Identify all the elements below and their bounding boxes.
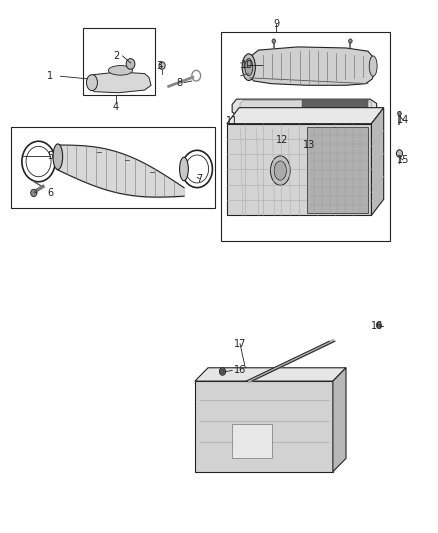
Text: 3: 3 xyxy=(157,61,163,70)
Text: 1: 1 xyxy=(47,71,53,81)
Ellipse shape xyxy=(108,66,132,75)
Polygon shape xyxy=(90,72,151,93)
Text: 13: 13 xyxy=(303,140,315,150)
Text: 4: 4 xyxy=(113,102,119,111)
Ellipse shape xyxy=(86,75,97,91)
Text: 15: 15 xyxy=(397,155,409,165)
Polygon shape xyxy=(195,368,346,381)
Polygon shape xyxy=(232,424,272,458)
Text: 16: 16 xyxy=(371,321,384,331)
Polygon shape xyxy=(247,47,376,85)
Bar xyxy=(83,28,155,95)
Text: 17: 17 xyxy=(234,339,246,349)
Circle shape xyxy=(159,62,165,69)
Circle shape xyxy=(376,322,381,328)
Circle shape xyxy=(219,368,226,375)
Circle shape xyxy=(281,125,287,133)
Text: 7: 7 xyxy=(196,174,202,183)
Ellipse shape xyxy=(180,157,188,181)
Polygon shape xyxy=(371,108,384,215)
Text: 12: 12 xyxy=(276,135,289,144)
Ellipse shape xyxy=(53,144,63,169)
Text: 14: 14 xyxy=(397,115,409,125)
Polygon shape xyxy=(302,100,368,112)
Bar xyxy=(11,127,215,208)
Ellipse shape xyxy=(245,59,253,76)
Bar xyxy=(221,32,390,241)
Ellipse shape xyxy=(369,56,377,76)
Circle shape xyxy=(349,39,352,43)
Circle shape xyxy=(221,369,224,374)
Text: 11: 11 xyxy=(226,116,238,126)
Polygon shape xyxy=(232,99,377,117)
Polygon shape xyxy=(227,108,384,124)
Ellipse shape xyxy=(274,161,286,180)
Polygon shape xyxy=(333,368,346,472)
Circle shape xyxy=(396,150,403,157)
Polygon shape xyxy=(227,124,371,215)
Circle shape xyxy=(398,111,401,116)
Ellipse shape xyxy=(270,156,290,185)
Text: 5: 5 xyxy=(47,151,53,161)
Text: 10: 10 xyxy=(241,60,254,70)
Circle shape xyxy=(126,59,135,69)
Text: 16: 16 xyxy=(234,366,246,375)
Text: 8: 8 xyxy=(177,78,183,87)
Polygon shape xyxy=(240,100,371,113)
Circle shape xyxy=(31,189,37,197)
Polygon shape xyxy=(195,381,333,472)
Circle shape xyxy=(282,127,286,131)
Circle shape xyxy=(272,39,276,43)
Polygon shape xyxy=(307,127,368,213)
Ellipse shape xyxy=(242,54,255,80)
Text: 6: 6 xyxy=(47,188,53,198)
Text: 9: 9 xyxy=(273,19,279,29)
Text: 2: 2 xyxy=(113,51,119,61)
